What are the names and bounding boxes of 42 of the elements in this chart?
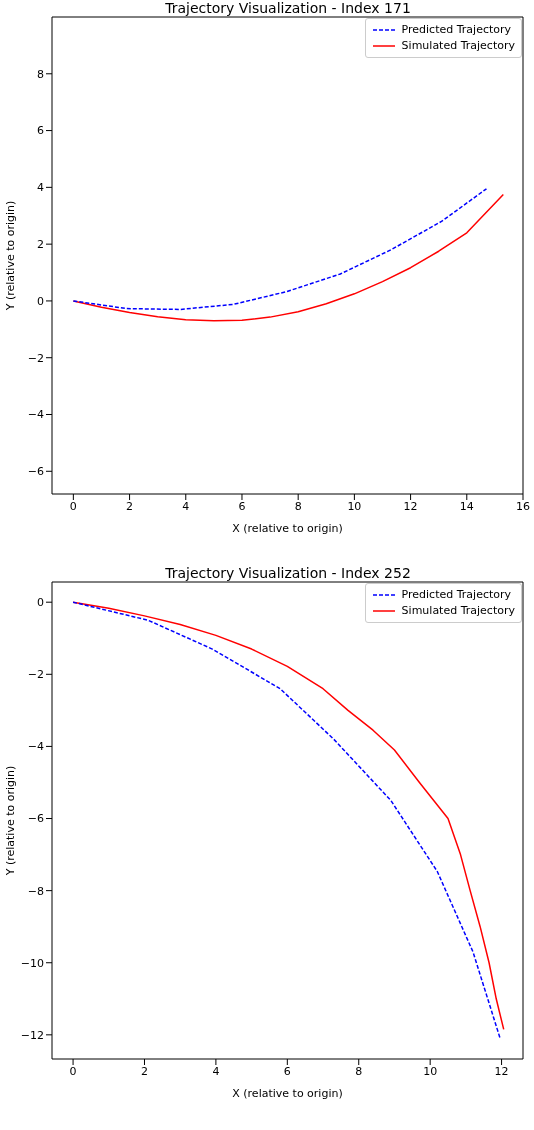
y-tick-label: 0 <box>37 294 44 308</box>
y-axis-title: Y (relative to origin) <box>3 765 17 877</box>
x-tick-label: 6 <box>238 499 246 513</box>
x-tick-label: 8 <box>355 1064 363 1078</box>
y-tick-label: −4 <box>27 740 44 754</box>
y-tick-label: −8 <box>27 884 44 898</box>
x-tick-label: 10 <box>423 1064 438 1078</box>
legend-label: Simulated Trajectory <box>401 38 515 54</box>
y-tick-label: 8 <box>37 67 44 81</box>
legend-label: Simulated Trajectory <box>401 603 515 619</box>
y-tick-label: −10 <box>20 956 44 970</box>
y-tick-label: −2 <box>27 668 44 682</box>
chart-title: Trajectory Visualization - Index 171 <box>164 0 412 16</box>
legend-label: Predicted Trajectory <box>401 22 512 38</box>
x-axis-title: X (relative to origin) <box>232 522 343 535</box>
line-series <box>72 188 488 311</box>
x-tick-label: 12 <box>494 1064 509 1078</box>
y-tick-label: 0 <box>37 596 44 610</box>
chart-title: Trajectory Visualization - Index 252 <box>164 565 412 581</box>
y-tick-label: −12 <box>20 1028 44 1042</box>
x-tick-label: 0 <box>69 1064 77 1078</box>
x-tick-label: 16 <box>516 499 530 513</box>
y-tick-label: −2 <box>27 351 44 365</box>
y-tick-label: −6 <box>27 812 44 826</box>
x-tick-label: 4 <box>182 499 190 513</box>
x-tick-label: 0 <box>69 499 77 513</box>
x-tick-label: 12 <box>403 499 418 513</box>
x-axis-title: X (relative to origin) <box>232 1087 343 1100</box>
x-tick-label: 2 <box>140 1064 148 1078</box>
legend-label: Predicted Trajectory <box>401 587 512 603</box>
y-tick-label: 6 <box>37 124 44 138</box>
x-tick-label: 8 <box>294 499 302 513</box>
x-tick-label: 4 <box>212 1064 220 1078</box>
y-axis-title: Y (relative to origin) <box>3 200 17 312</box>
x-tick-label: 2 <box>126 499 134 513</box>
x-tick-label: 10 <box>347 499 362 513</box>
y-tick-label: 2 <box>37 238 44 252</box>
x-tick-label: 6 <box>283 1064 291 1078</box>
x-tick-label: 14 <box>459 499 474 513</box>
y-tick-label: 4 <box>37 181 44 195</box>
y-tick-label: −4 <box>27 408 44 422</box>
y-tick-label: −6 <box>27 465 44 479</box>
